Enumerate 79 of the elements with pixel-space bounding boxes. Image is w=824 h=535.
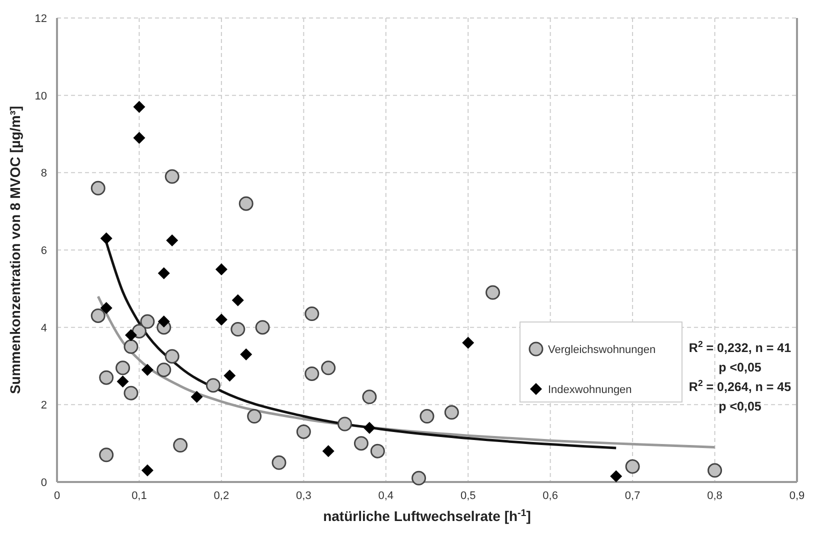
point	[255, 320, 270, 335]
point	[158, 267, 170, 280]
point	[100, 232, 112, 244]
point	[610, 470, 622, 482]
point	[215, 314, 228, 326]
point	[164, 169, 180, 184]
point	[321, 360, 336, 376]
point	[158, 316, 170, 328]
point	[166, 234, 178, 246]
annotation: p <0,05	[718, 360, 762, 374]
y-tick-label: 8	[40, 168, 47, 180]
point	[124, 386, 138, 400]
x-axis-title: natürliche Luftwechselrate [h$^{-1}$]	[323, 508, 531, 524]
point	[173, 438, 188, 453]
point	[140, 314, 155, 329]
line-series	[96, 295, 716, 448]
point	[272, 455, 286, 470]
point	[362, 390, 377, 404]
point	[224, 370, 236, 382]
point	[338, 416, 352, 432]
point	[116, 375, 129, 388]
x-tick-label: 0,9	[789, 490, 805, 502]
y-tick-label: 6	[40, 245, 47, 257]
point	[133, 100, 146, 113]
point	[708, 463, 722, 478]
point	[190, 390, 203, 403]
point	[215, 263, 228, 276]
legend-label: Vergleichswohnungen	[548, 344, 656, 356]
point	[370, 444, 385, 458]
x-tick-label: 0,6	[542, 490, 558, 502]
point	[232, 294, 244, 306]
legend-label: Indexwohnungen	[548, 384, 632, 396]
point	[156, 362, 172, 378]
y-tick-label: 0	[40, 477, 47, 489]
point	[296, 424, 311, 439]
point	[164, 349, 180, 364]
x-tick-label: 0,4	[378, 490, 394, 502]
point	[124, 339, 138, 354]
point	[625, 459, 640, 474]
point	[99, 448, 114, 462]
point	[444, 405, 459, 420]
y-tick-label: 12	[34, 13, 47, 25]
x-tick-label: 0,5	[460, 490, 476, 502]
x-tick-label: 0,2	[214, 490, 230, 502]
point	[363, 422, 376, 434]
annotation: R$^{2}$ = 0,264, n = 45	[688, 378, 792, 394]
y-tick-label: 4	[40, 322, 47, 334]
point	[90, 308, 106, 323]
point	[133, 132, 146, 144]
point	[100, 302, 112, 314]
annotation: R$^{2}$ = 0,232, n = 41	[688, 339, 792, 355]
point	[90, 180, 106, 196]
point	[486, 285, 500, 300]
point	[99, 370, 114, 385]
y-tick-label: 10	[34, 90, 47, 102]
x-tick-label: 0,3	[296, 490, 312, 502]
point	[238, 196, 254, 211]
point	[230, 322, 246, 337]
point	[206, 378, 220, 393]
point	[462, 336, 474, 349]
point	[141, 364, 154, 376]
annotation: p <0,05	[718, 400, 762, 414]
y-axis-title: Summenkonzentration von 8 MVOC [µg/m³]	[7, 106, 23, 394]
x-tick-label: 0	[54, 490, 60, 502]
point	[304, 366, 320, 381]
point	[116, 360, 130, 376]
x-tick-label: 0,8	[707, 490, 722, 502]
point	[141, 464, 154, 476]
point	[240, 348, 252, 360]
x-tick-label: 0,1	[132, 490, 147, 502]
point	[304, 306, 320, 322]
x-tick-label: 0,7	[624, 490, 640, 502]
point	[412, 470, 426, 486]
point	[354, 436, 368, 451]
y-tick-label: 2	[40, 400, 47, 412]
point	[247, 409, 262, 424]
point	[322, 445, 334, 458]
point	[420, 409, 434, 424]
point	[125, 329, 137, 342]
